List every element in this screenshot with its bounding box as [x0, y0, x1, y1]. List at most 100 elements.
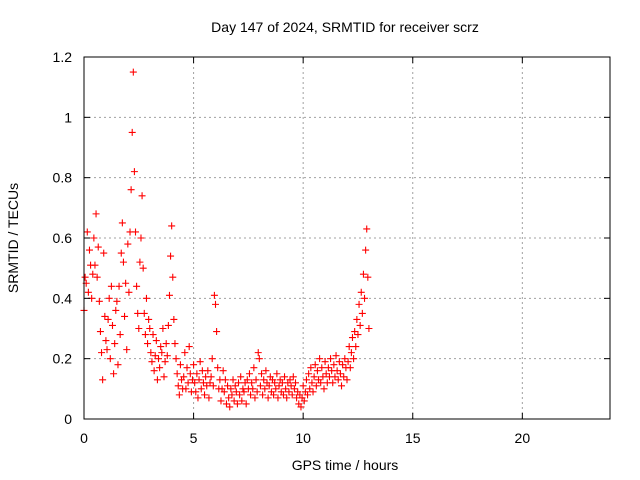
data-point [335, 358, 343, 366]
data-point [122, 279, 130, 287]
data-point [90, 234, 98, 242]
data-point [228, 391, 236, 399]
data-point [210, 291, 218, 299]
data-point [115, 282, 123, 290]
data-point [232, 388, 240, 396]
data-point [163, 352, 171, 360]
data-point [147, 349, 155, 357]
data-point [204, 367, 212, 375]
data-point [290, 385, 298, 393]
data-point [153, 376, 161, 384]
data-point [260, 376, 268, 384]
data-point [158, 349, 166, 357]
data-point [226, 403, 234, 411]
data-point [310, 373, 318, 381]
data-point [236, 391, 244, 399]
data-point [161, 358, 169, 366]
x-tick-label: 10 [295, 430, 311, 446]
data-point [270, 391, 278, 399]
data-point [346, 364, 354, 372]
data-point [354, 331, 362, 339]
data-point [103, 346, 111, 354]
data-point [338, 382, 346, 390]
data-point [182, 385, 190, 393]
data-point [176, 361, 184, 369]
data-point [291, 379, 299, 387]
data-point [365, 325, 373, 332]
data-point [159, 325, 167, 332]
data-point [108, 321, 116, 329]
data-point [99, 376, 107, 384]
data-point [350, 355, 358, 363]
data-point [286, 376, 294, 384]
data-point [242, 400, 250, 408]
data-point [227, 385, 235, 393]
data-point [105, 294, 113, 302]
x-tick-label: 15 [405, 430, 421, 446]
data-point [224, 382, 232, 390]
data-point [220, 388, 228, 396]
data-point [148, 358, 156, 366]
data-point [116, 331, 124, 339]
data-point [209, 382, 217, 390]
data-point [355, 300, 363, 308]
data-point [149, 331, 157, 339]
data-point [196, 358, 204, 366]
data-point [306, 385, 314, 393]
data-point [249, 385, 257, 393]
data-point [319, 373, 327, 381]
data-point [208, 355, 216, 363]
data-point [248, 379, 256, 387]
data-point [312, 382, 320, 390]
data-point [130, 168, 138, 176]
data-point [356, 321, 364, 329]
data-point [93, 273, 101, 281]
data-point [111, 340, 119, 348]
data-point [155, 355, 163, 363]
data-point [238, 397, 246, 405]
data-point [104, 315, 112, 323]
data-point [348, 334, 356, 342]
y-tick-label: 0.4 [53, 290, 73, 306]
data-point [308, 379, 316, 387]
data-point [343, 376, 351, 384]
data-point [132, 228, 140, 236]
data-point [164, 321, 172, 329]
data-point [136, 258, 144, 266]
x-tick-label: 0 [80, 430, 88, 446]
data-point [300, 397, 308, 405]
data-point [222, 400, 230, 408]
y-tick-label: 0.8 [53, 170, 73, 186]
data-point [152, 337, 160, 345]
data-point [243, 376, 251, 384]
data-point [92, 210, 100, 218]
data-point [83, 228, 91, 236]
data-point [258, 370, 266, 378]
data-point [129, 68, 137, 76]
data-point [334, 376, 342, 384]
data-point [357, 288, 365, 296]
data-point [142, 294, 150, 302]
data-point [84, 288, 92, 296]
data-point [233, 400, 241, 408]
data-point [94, 243, 102, 251]
data-point [119, 258, 127, 266]
data-point [259, 391, 267, 399]
data-point [197, 385, 205, 393]
data-point [107, 282, 115, 290]
data-point [362, 246, 370, 254]
data-point [199, 379, 207, 387]
data-point [279, 391, 287, 399]
data-point [254, 349, 262, 357]
y-tick-label: 1.2 [53, 49, 73, 65]
data-point [309, 388, 317, 396]
data-point [235, 379, 243, 387]
data-point [229, 376, 237, 384]
data-point [186, 370, 194, 378]
grid [84, 57, 610, 419]
data-point [140, 309, 148, 317]
data-point [340, 373, 348, 381]
data-point [174, 382, 182, 390]
data-point [245, 370, 253, 378]
data-point [344, 358, 352, 366]
